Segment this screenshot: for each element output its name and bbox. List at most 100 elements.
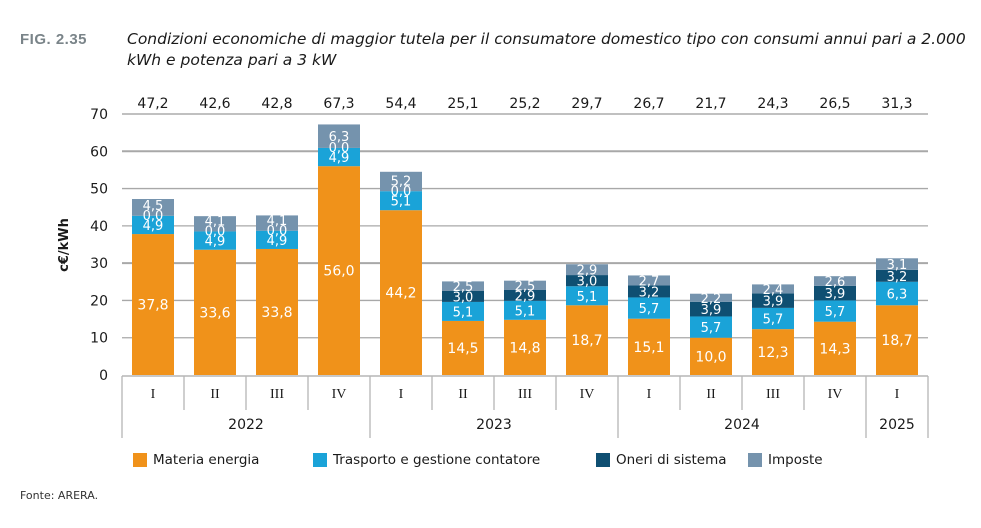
- bar-segment-oneri-di-sistema: [628, 285, 670, 298]
- bar-segment-imposte: [690, 293, 732, 302]
- x-tick-label: I: [895, 387, 900, 402]
- bar-segment-materia-energia: [690, 337, 732, 375]
- bar-segment-imposte: [814, 276, 856, 286]
- bar-segment-materia-energia: [442, 320, 484, 375]
- total-label: 54,4: [385, 96, 416, 112]
- data-label: 4,9: [205, 235, 226, 250]
- total-label: 31,3: [881, 96, 912, 112]
- data-label: 18,7: [881, 333, 912, 349]
- x-tick-label: II: [210, 387, 220, 402]
- figure-title: Condizioni economiche di maggior tutela …: [127, 30, 966, 69]
- data-label: 2,9: [515, 289, 536, 304]
- total-label: 21,7: [695, 96, 726, 112]
- data-label: 2,6: [825, 275, 846, 290]
- data-label: 2,5: [453, 280, 474, 295]
- data-label: 0,0: [329, 141, 350, 156]
- data-label: 14,8: [509, 340, 540, 356]
- data-label: 4,9: [329, 151, 350, 166]
- y-tick-label: 60: [90, 144, 108, 160]
- data-label: 33,6: [199, 305, 230, 321]
- legend-item-materia-energia: Materia energia: [133, 452, 313, 468]
- x-tick-label: III: [518, 387, 532, 402]
- data-label: 5,1: [453, 305, 474, 320]
- bar-segment-trasporto-e-gestione-contatore: [690, 316, 732, 338]
- data-label: 3,1: [887, 258, 908, 273]
- data-label: 44,2: [385, 286, 416, 302]
- data-label: 2,2: [701, 292, 722, 307]
- legend-label: Trasporto e gestione contatore: [333, 452, 541, 468]
- bar-segment-trasporto-e-gestione-contatore: [380, 191, 422, 211]
- bar-segment-materia-energia: [194, 249, 236, 375]
- data-label: 4,1: [267, 214, 288, 229]
- bar-segment-imposte: [442, 281, 484, 291]
- bar-segment-materia-energia: [132, 234, 174, 375]
- data-label: 4,1: [205, 215, 226, 230]
- data-label: 2,9: [577, 264, 598, 279]
- data-label: 2,5: [515, 279, 536, 294]
- x-tick-label: III: [766, 387, 780, 402]
- bar-segment-oneri-di-sistema: [442, 290, 484, 302]
- x-tick-label: I: [399, 387, 404, 402]
- bar-segment-trasporto-e-gestione-contatore: [876, 281, 918, 306]
- data-label: 33,8: [261, 305, 292, 321]
- bar-segment-oneri-di-sistema: [690, 301, 732, 317]
- x-tick-label: II: [706, 387, 716, 402]
- data-label: 10,0: [695, 349, 726, 365]
- bar-segment-materia-energia: [876, 305, 918, 375]
- y-tick-label: 70: [90, 107, 108, 123]
- total-label: 67,3: [323, 96, 354, 112]
- figure-label: FIG. 2.35: [20, 31, 88, 48]
- data-label: 5,7: [639, 302, 660, 317]
- data-label: 4,9: [143, 219, 164, 234]
- bar-segment-oneri-di-sistema: [814, 285, 856, 301]
- bar-segment-materia-energia: [628, 318, 670, 375]
- bar-segment-oneri-di-sistema: [876, 269, 918, 282]
- total-label: 26,5: [819, 96, 850, 112]
- data-label: 2,4: [763, 283, 784, 298]
- x-group-label: 2025: [879, 417, 915, 433]
- data-label: 0,0: [143, 209, 164, 224]
- total-label: 29,7: [571, 96, 602, 112]
- bar-segment-imposte: [628, 275, 670, 286]
- data-label: 5,1: [391, 195, 412, 210]
- total-label: 25,2: [509, 96, 540, 112]
- total-label: 47,2: [137, 96, 168, 112]
- x-tick-label: I: [647, 387, 652, 402]
- data-label: 5,2: [391, 175, 412, 190]
- bar-segment-materia-energia: [380, 210, 422, 375]
- x-tick-label: IV: [580, 387, 595, 402]
- bar-segment-imposte: [194, 216, 236, 232]
- legend-item-imposte: Imposte: [748, 452, 823, 468]
- total-label: 42,6: [199, 96, 230, 112]
- bar-segment-materia-energia: [814, 321, 856, 375]
- y-tick-label: 20: [90, 293, 108, 309]
- bar-segment-trasporto-e-gestione-contatore: [752, 307, 794, 330]
- legend-swatch: [748, 453, 762, 467]
- total-label: 24,3: [757, 96, 788, 112]
- data-label: 14,3: [819, 341, 850, 357]
- legend-label: Oneri di sistema: [616, 452, 727, 468]
- bar-segment-trasporto-e-gestione-contatore: [628, 297, 670, 319]
- x-tick-label: IV: [332, 387, 347, 402]
- data-label: 0,0: [391, 185, 412, 200]
- bar-segment-imposte: [566, 264, 608, 276]
- bar-segment-trasporto-e-gestione-contatore: [566, 286, 608, 306]
- total-label: 26,7: [633, 96, 664, 112]
- y-tick-label: 40: [90, 219, 108, 235]
- legend-swatch: [133, 453, 147, 467]
- bar-segment-imposte: [318, 124, 360, 148]
- legend: Materia energia Trasporto e gestione con…: [133, 452, 823, 468]
- bar-segment-materia-energia: [566, 305, 608, 375]
- data-label: 12,3: [757, 345, 788, 361]
- source-note: Fonte: ARERA.: [20, 489, 99, 502]
- y-axis-label: c€/kWh: [57, 218, 72, 272]
- data-label: 3,9: [825, 287, 846, 302]
- bar-segment-imposte: [132, 199, 174, 216]
- bar-segment-oneri-di-sistema: [566, 275, 608, 287]
- y-tick-label: 30: [90, 256, 108, 272]
- x-tick-label: II: [458, 387, 468, 402]
- bar-segment-oneri-di-sistema: [504, 289, 546, 301]
- data-label: 5,7: [763, 313, 784, 328]
- x-tick-label: III: [270, 387, 284, 402]
- bar-segment-trasporto-e-gestione-contatore: [442, 301, 484, 321]
